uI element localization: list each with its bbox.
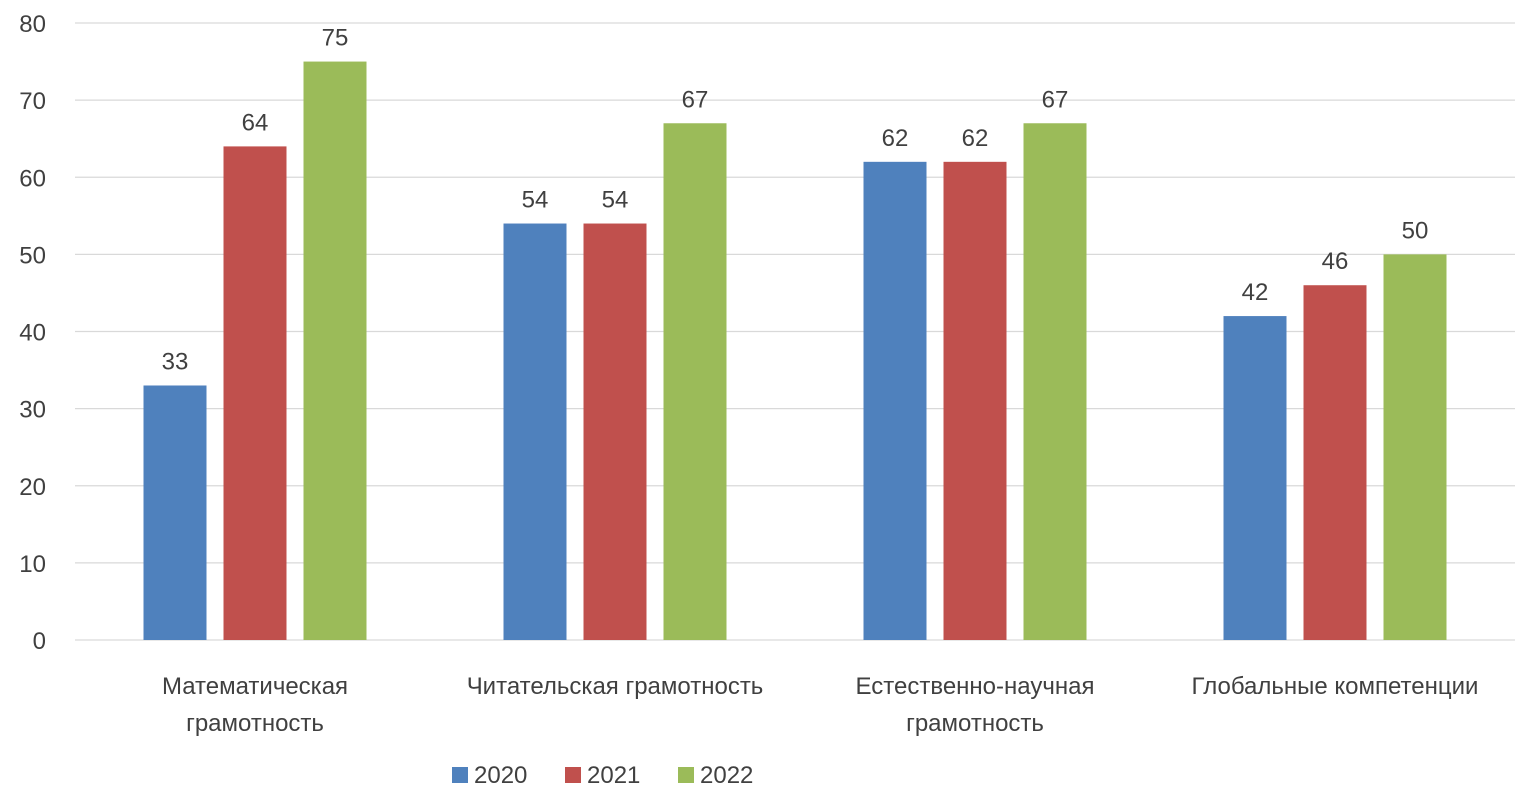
x-category-label: грамотность [186,710,324,737]
data-label: 67 [682,86,709,113]
data-label: 62 [962,125,989,152]
bar-2021-3 [1303,285,1367,640]
legend-swatch [565,767,581,783]
bar-2020-2 [863,161,927,640]
bar-2022-2 [1023,123,1087,640]
bar-2021-2 [943,161,1007,640]
data-label: 42 [1242,279,1269,306]
data-label: 54 [602,187,629,214]
y-tick-label: 30 [19,397,46,424]
x-category-label: Естественно-научная [856,673,1095,700]
bar-2021-0 [223,146,287,640]
y-tick-label: 50 [19,242,46,269]
legend-item-2020[interactable]: 2020 [452,762,527,789]
bar-2022-1 [663,123,727,640]
bar-2020-0 [143,385,207,640]
bar-2021-1 [583,223,647,640]
y-tick-label: 80 [19,11,46,38]
y-tick-label: 0 [33,628,46,655]
data-label: 50 [1402,217,1429,244]
legend-label: 2020 [474,762,527,789]
y-axis-tick-labels: 0 10 20 30 40 50 60 70 80 [19,11,46,655]
bar-2022-3 [1383,254,1447,640]
legend-label: 2021 [587,762,640,789]
x-category-label: Математическая [162,673,348,700]
y-tick-label: 10 [19,551,46,578]
legend-swatch [452,767,468,783]
x-category-label: Глобальные компетенции [1192,673,1479,700]
data-labels: 33 64 75 54 54 67 62 62 67 42 46 50 [162,25,1429,376]
x-axis-category-labels: Математическая грамотность Читательская гр… [162,673,1478,737]
y-tick-label: 70 [19,88,46,115]
data-label: 46 [1322,248,1349,275]
data-label: 62 [882,125,909,152]
y-tick-label: 20 [19,474,46,501]
data-label: 33 [162,348,189,375]
legend[interactable]: 2020 2021 2022 [452,762,753,789]
data-label: 64 [242,109,269,136]
bar-2020-3 [1223,316,1287,640]
gridlines [75,22,1515,641]
y-tick-label: 60 [19,165,46,192]
bar-2022-0 [303,61,367,640]
legend-swatch [678,767,694,783]
legend-item-2021[interactable]: 2021 [565,762,640,789]
bar-2020-1 [503,223,567,640]
legend-label: 2022 [700,762,753,789]
bars [143,61,1447,640]
x-category-label: грамотность [906,710,1044,737]
data-label: 67 [1042,86,1069,113]
data-label: 54 [522,187,549,214]
x-category-label: Читательская грамотность [467,673,764,700]
legend-item-2022[interactable]: 2022 [678,762,753,789]
data-label: 75 [322,25,349,52]
y-tick-label: 40 [19,320,46,347]
